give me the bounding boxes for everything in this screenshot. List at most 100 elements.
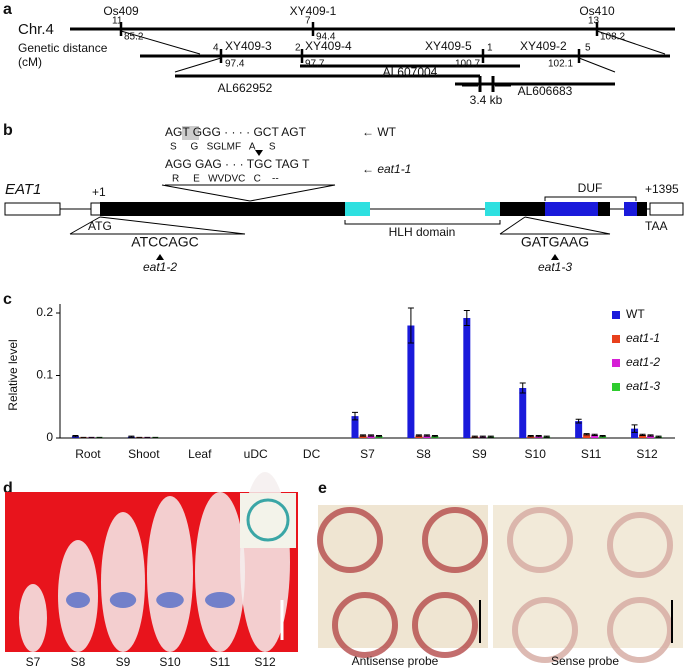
stain bbox=[66, 592, 90, 608]
error-bar bbox=[655, 435, 662, 438]
photo-caption: Sense probe bbox=[551, 654, 619, 668]
exon bbox=[598, 202, 610, 216]
recombinant-count: 4 bbox=[213, 43, 219, 54]
allele: eat1-3 bbox=[538, 260, 572, 274]
connector bbox=[120, 30, 201, 55]
photo-content bbox=[317, 507, 673, 663]
protein: S G SGLMF A S bbox=[170, 142, 276, 153]
marker-name: XY409-2 bbox=[520, 39, 567, 53]
anther-section bbox=[422, 507, 488, 573]
recombinant-count: 13 bbox=[588, 16, 600, 27]
bar bbox=[423, 435, 431, 438]
stage-label: S7 bbox=[26, 655, 41, 669]
position-label: +1 bbox=[92, 185, 106, 199]
error-bar bbox=[479, 435, 486, 438]
bar bbox=[519, 388, 527, 438]
stage-label: S10 bbox=[159, 655, 181, 669]
bracket bbox=[344, 220, 501, 225]
protein: R E WVDVC C -- bbox=[172, 174, 279, 185]
x-tick-label: uDC bbox=[244, 447, 268, 461]
bar bbox=[583, 434, 591, 438]
error-bar bbox=[368, 434, 374, 437]
error-bar bbox=[352, 411, 358, 421]
anther-section bbox=[412, 592, 478, 658]
bar bbox=[359, 435, 367, 438]
anther bbox=[101, 512, 145, 652]
anther bbox=[147, 496, 193, 652]
allele: eat1-2 bbox=[143, 260, 177, 274]
error-bar bbox=[583, 433, 590, 436]
marker-name: Os410 bbox=[579, 4, 615, 18]
domain-label: DUF bbox=[578, 181, 603, 195]
photo bbox=[493, 505, 683, 648]
inset-ring bbox=[246, 498, 290, 542]
position-label: +1395 bbox=[645, 182, 679, 196]
bar bbox=[647, 435, 655, 438]
x-tick-label: S11 bbox=[581, 447, 602, 461]
connector bbox=[249, 184, 336, 202]
bar bbox=[351, 416, 359, 438]
photo bbox=[318, 505, 488, 648]
connector bbox=[499, 216, 526, 235]
sequence: AGT GGG · · · · GCT AGT bbox=[165, 125, 307, 139]
codon-label: ATG bbox=[88, 219, 112, 233]
insertion: ATCCAGC bbox=[131, 234, 198, 250]
error-bar bbox=[471, 435, 478, 438]
legend-label: eat1-2 bbox=[626, 355, 660, 369]
error-bar bbox=[376, 435, 382, 438]
error-bar bbox=[360, 434, 366, 437]
utr bbox=[649, 202, 684, 216]
x-tick-label: Root bbox=[75, 447, 101, 461]
bar bbox=[639, 434, 647, 438]
scale-label: 3.4 kb bbox=[470, 93, 503, 107]
hlh-exon bbox=[485, 202, 501, 216]
panel-label: b bbox=[3, 122, 13, 139]
connector bbox=[99, 216, 246, 235]
exon bbox=[100, 202, 345, 216]
chromosome-label: Chr.4 bbox=[18, 21, 54, 38]
error-bar bbox=[431, 435, 438, 438]
connector bbox=[578, 57, 616, 73]
bar bbox=[575, 421, 583, 438]
recombinant-count: 5 bbox=[585, 43, 591, 54]
x-tick-label: DC bbox=[303, 447, 321, 461]
gene-name: EAT1 bbox=[5, 181, 41, 198]
legend-label: WT bbox=[626, 307, 645, 321]
marker-name: XY409-5 bbox=[425, 39, 472, 53]
exon bbox=[637, 202, 647, 216]
anther bbox=[195, 492, 245, 652]
x-tick-label: Leaf bbox=[188, 447, 212, 461]
anther bbox=[19, 584, 47, 652]
bar bbox=[631, 428, 639, 438]
clone-label: AL606683 bbox=[518, 84, 573, 98]
error-bar bbox=[407, 307, 414, 344]
recombinant-count: 7 bbox=[305, 16, 311, 27]
duf-exon bbox=[624, 202, 637, 216]
y-tick-label: 0 bbox=[46, 430, 53, 444]
bar bbox=[407, 325, 415, 438]
error-bar bbox=[487, 435, 494, 438]
marker-name: Os409 bbox=[103, 4, 139, 18]
error-bar bbox=[519, 382, 526, 394]
error-bar bbox=[599, 435, 606, 438]
error-bar bbox=[527, 435, 534, 438]
x-tick-label: S12 bbox=[636, 447, 658, 461]
codon-label: TAA bbox=[645, 219, 667, 233]
domain-label: HLH domain bbox=[389, 225, 456, 239]
legend-swatch bbox=[612, 335, 620, 343]
sequence: AGG GAG · · · TGC TAG T bbox=[165, 157, 310, 171]
x-tick-label: S8 bbox=[416, 447, 431, 461]
marker-name: XY409-4 bbox=[305, 39, 352, 53]
highlight bbox=[182, 126, 199, 140]
exon bbox=[500, 202, 545, 216]
stain bbox=[109, 592, 137, 608]
position: 102.1 bbox=[548, 59, 573, 70]
triangle bbox=[255, 150, 263, 156]
axis-note: (cM) bbox=[18, 55, 42, 69]
error-bar bbox=[647, 434, 654, 437]
anther-section bbox=[332, 592, 398, 658]
legend-label: eat1-3 bbox=[626, 379, 660, 393]
stage-label: S12 bbox=[254, 655, 276, 669]
y-axis-label: Relative level bbox=[6, 339, 20, 410]
